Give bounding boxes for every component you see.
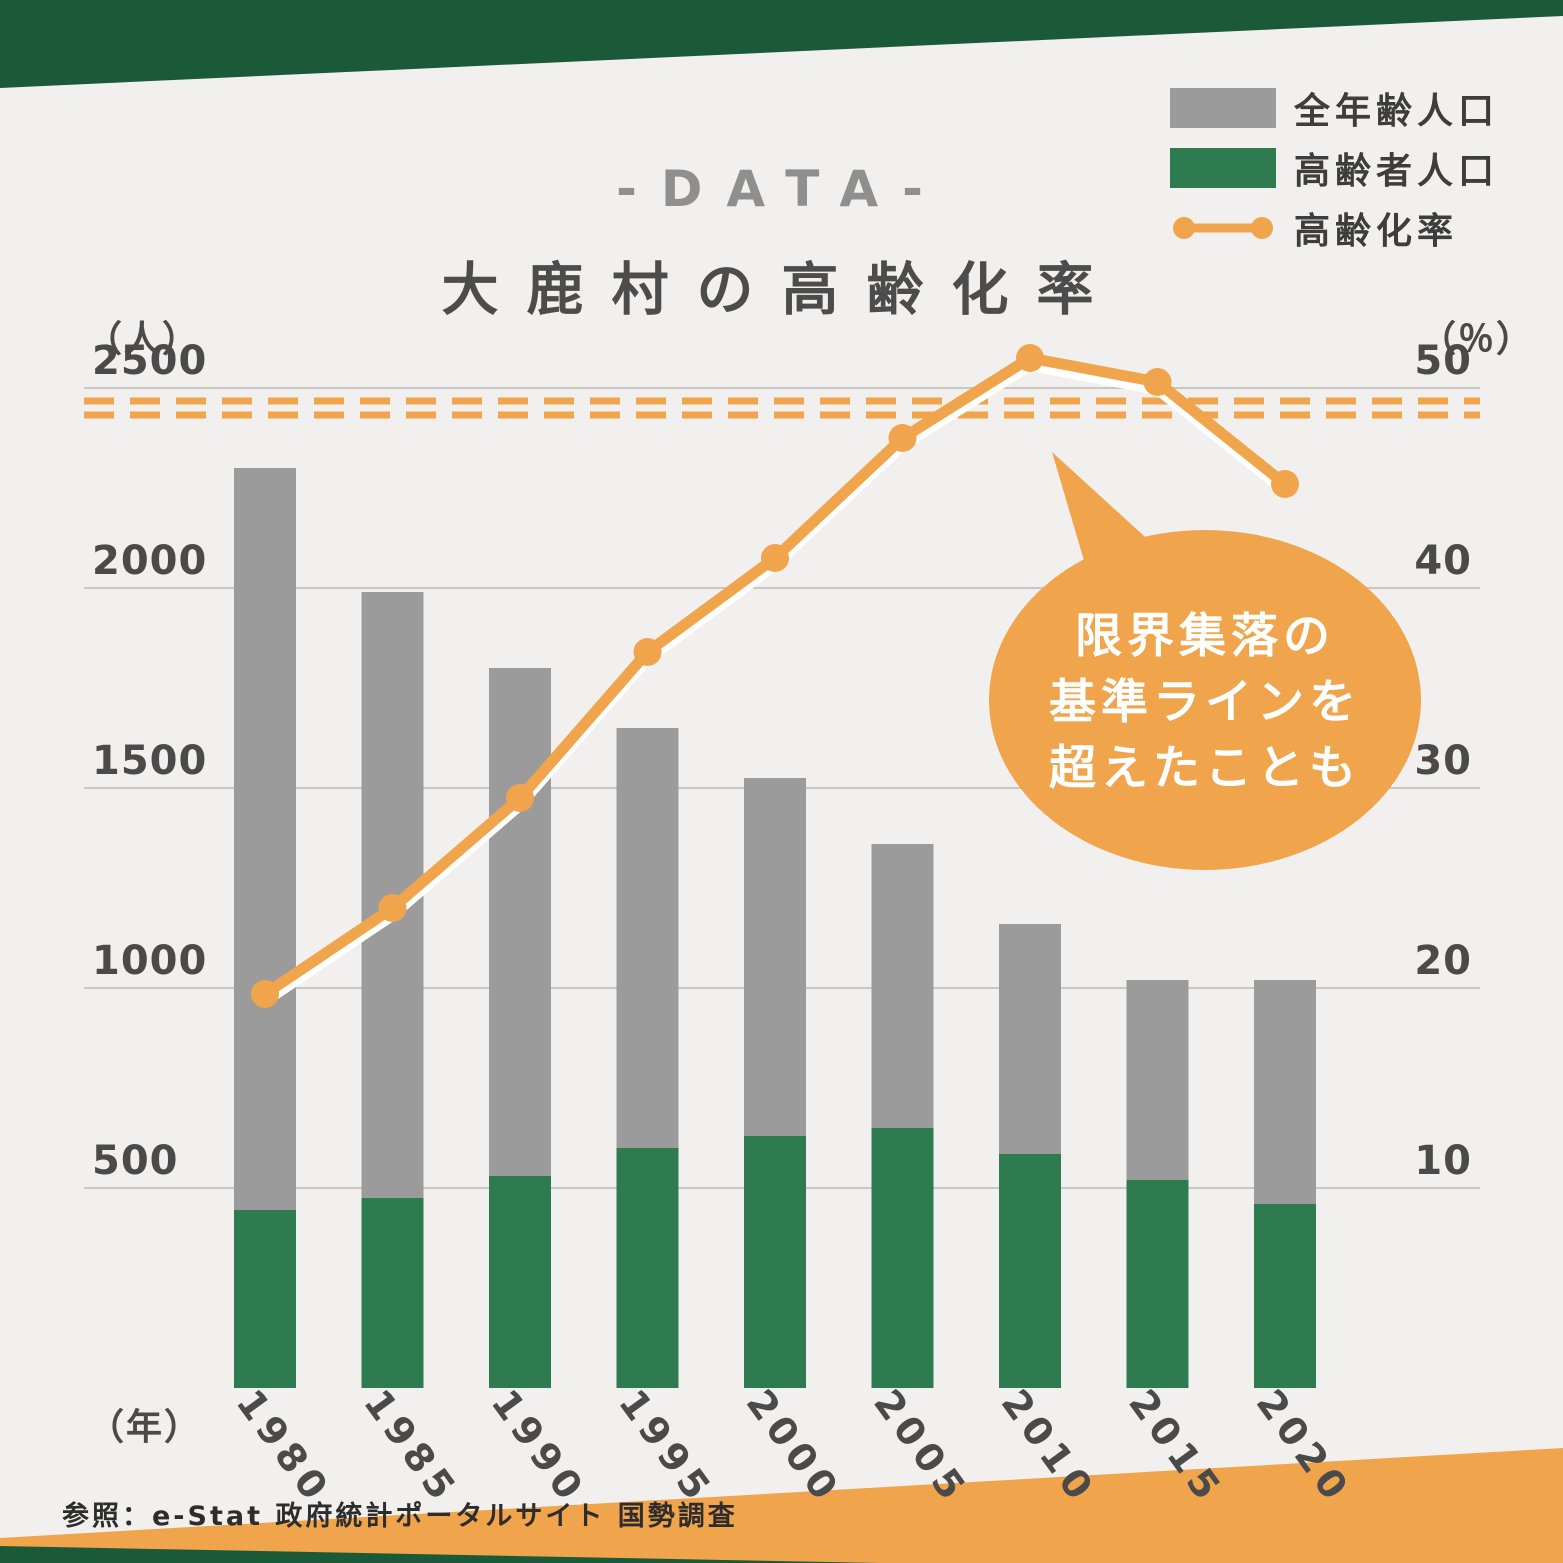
x-axis-year-label: 1985: [355, 1381, 467, 1512]
bar-elderly-population: [999, 1154, 1061, 1388]
right-axis-tick-label: 10: [1414, 1138, 1472, 1184]
x-axis-year-label: 1990: [483, 1381, 595, 1512]
left-axis-tick-label: 1500: [92, 738, 207, 784]
bar-elderly-population: [616, 1148, 679, 1388]
legend-item-elderly-population: 高齢者人口: [1170, 142, 1499, 194]
left-axis-unit: （人）: [86, 319, 201, 360]
legend-label-total-population: 全年齢人口: [1294, 91, 1500, 132]
right-axis-tick-label: 50: [1414, 338, 1472, 384]
x-axis-year-label: 2020: [1248, 1381, 1360, 1512]
chart-legend: 全年齢人口 高齢者人口 高齢化率: [1170, 82, 1499, 254]
speech-bubble-text: 基準ラインを: [1049, 675, 1361, 730]
bar-elderly-population: [1254, 1204, 1316, 1388]
aging-rate-point: [633, 638, 662, 666]
aging-rate-point: [888, 424, 917, 452]
aging-rate-point: [1271, 470, 1299, 498]
aging-rate-point: [506, 784, 534, 812]
bar-elderly-population: [489, 1176, 551, 1388]
x-axis-year-label: 2005: [865, 1381, 977, 1512]
title-block: -DATA- 大鹿村の高齢化率: [0, 160, 1563, 326]
x-axis-year-label: 1980: [228, 1381, 340, 1512]
left-axis-tick-label: 500: [92, 1138, 179, 1184]
aging-rate-point: [761, 544, 789, 572]
right-axis-tick-label: 20: [1414, 938, 1472, 984]
right-axis-tick-label: 40: [1414, 538, 1472, 584]
elderly-population-swatch-icon: [1170, 148, 1276, 188]
bar-elderly-population: [361, 1198, 424, 1388]
aging-rate-point: [378, 894, 407, 922]
aging-rate-chart: 500 10 1000 20 1500 30 2000 40 2500 50 限界集落の基準ラインを…: [84, 338, 1480, 1512]
bar-elderly-population: [744, 1136, 806, 1388]
bottom-band-orange-shape: [0, 1448, 1563, 1563]
speech-bubble: [989, 530, 1421, 870]
bottom-banner-band: [0, 1448, 1563, 1563]
source-note: 参照：e-Stat 政府統計ポータルサイト 国勢調査: [62, 1501, 738, 1532]
bar-elderly-population: [234, 1210, 296, 1388]
left-axis-tick-label: 1000: [92, 938, 207, 984]
x-axis-unit: （年）: [88, 1407, 203, 1448]
page-title: 大鹿村の高齢化率: [441, 257, 1122, 323]
bar-elderly-population: [871, 1128, 934, 1388]
left-axis-tick-label: 2500: [92, 338, 207, 384]
x-axis-year-label: 2015: [1120, 1381, 1232, 1512]
x-axis-year-label: 2000: [738, 1381, 850, 1512]
left-axis-tick-label: 2000: [92, 538, 207, 584]
aging-rate-line-swatch-icon: [1173, 217, 1273, 239]
top-banner-band: [0, 0, 1563, 88]
top-band-shape: [0, 0, 1563, 88]
legend-label-aging-rate: 高齢化率: [1294, 211, 1459, 252]
legend-item-aging-rate: 高齢化率: [1170, 202, 1499, 254]
aging-rate-point: [251, 980, 279, 1008]
aging-rate-point: [1143, 368, 1172, 396]
speech-bubble-text: 超えたことも: [1049, 741, 1361, 796]
bottom-band-green-shape: [0, 1546, 880, 1563]
total-population-swatch-icon: [1170, 88, 1276, 128]
chart-subtitle: -DATA-: [616, 160, 947, 218]
legend-item-total-population: 全年齢人口: [1170, 82, 1499, 134]
right-axis-tick-label: 30: [1414, 738, 1472, 784]
speech-bubble-text: 限界集落の: [1075, 609, 1335, 664]
x-axis-year-label: 2010: [993, 1381, 1105, 1512]
right-axis-unit: （％）: [1420, 319, 1535, 360]
bar-elderly-population: [1126, 1180, 1189, 1388]
x-axis-year-label: 1995: [610, 1381, 722, 1512]
legend-label-elderly-population: 高齢者人口: [1294, 151, 1500, 192]
aging-rate-point: [1016, 344, 1044, 372]
